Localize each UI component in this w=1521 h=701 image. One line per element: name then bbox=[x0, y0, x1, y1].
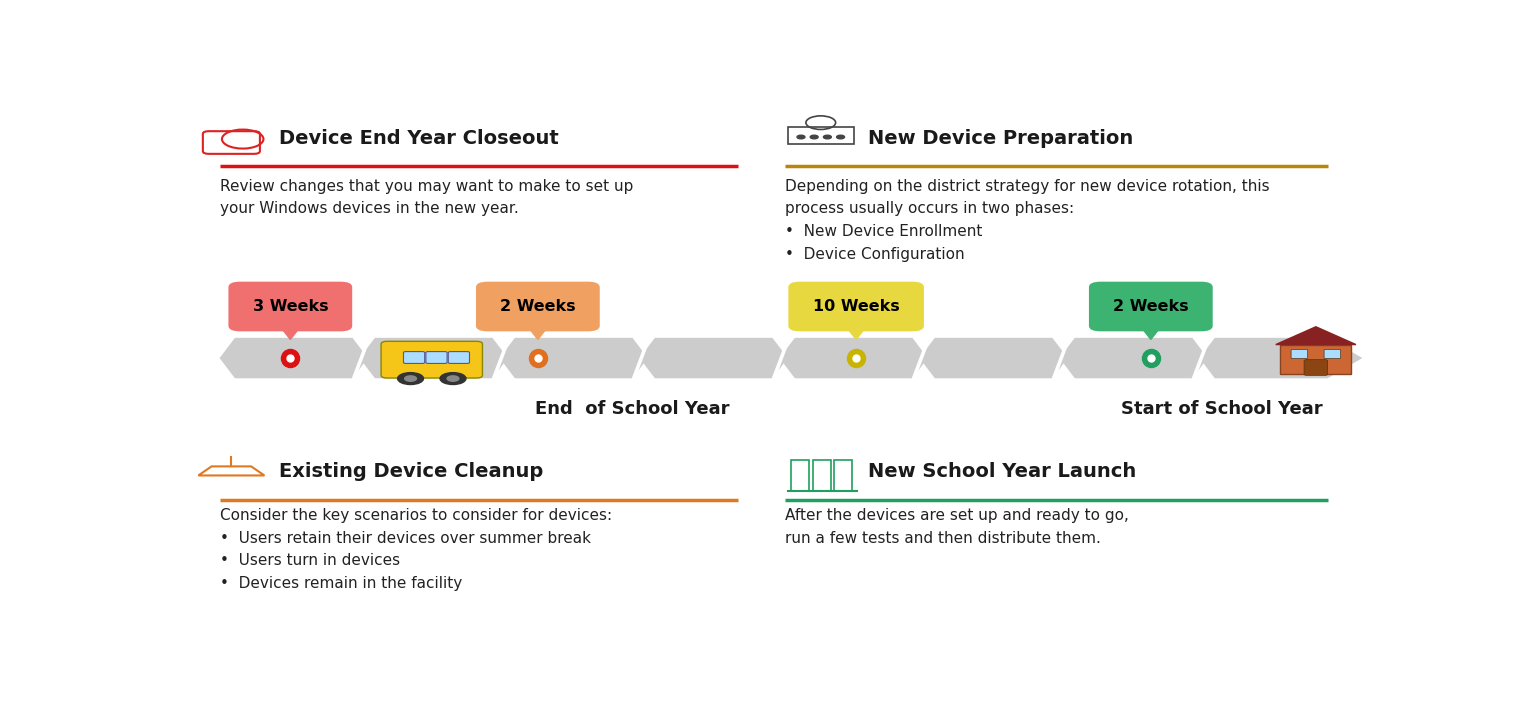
FancyBboxPatch shape bbox=[228, 282, 353, 332]
Circle shape bbox=[823, 135, 832, 139]
FancyBboxPatch shape bbox=[476, 282, 599, 332]
Text: Start of School Year: Start of School Year bbox=[1121, 400, 1322, 418]
Text: New School Year Launch: New School Year Launch bbox=[868, 462, 1136, 481]
Text: New Device Preparation: New Device Preparation bbox=[868, 128, 1133, 148]
Circle shape bbox=[405, 376, 417, 381]
Polygon shape bbox=[359, 338, 508, 379]
Polygon shape bbox=[1141, 326, 1162, 339]
Circle shape bbox=[811, 135, 818, 139]
Text: 3 Weeks: 3 Weeks bbox=[252, 299, 329, 314]
Polygon shape bbox=[639, 338, 788, 379]
Text: Review changes that you may want to make to set up
your Windows devices in the n: Review changes that you may want to make… bbox=[219, 179, 633, 217]
Polygon shape bbox=[528, 326, 549, 339]
Polygon shape bbox=[499, 338, 648, 379]
Polygon shape bbox=[913, 338, 931, 379]
FancyBboxPatch shape bbox=[1303, 360, 1328, 375]
Polygon shape bbox=[1276, 327, 1355, 345]
Polygon shape bbox=[353, 338, 370, 379]
Polygon shape bbox=[773, 338, 789, 379]
Polygon shape bbox=[1060, 338, 1208, 379]
Text: Depending on the district strategy for new device rotation, this
process usually: Depending on the district strategy for n… bbox=[785, 179, 1270, 262]
Polygon shape bbox=[846, 326, 867, 339]
Circle shape bbox=[447, 376, 459, 381]
FancyBboxPatch shape bbox=[1281, 345, 1351, 374]
Text: 2 Weeks: 2 Weeks bbox=[500, 299, 575, 314]
Text: Consider the key scenarios to consider for devices:
•  Users retain their device: Consider the key scenarios to consider f… bbox=[219, 508, 611, 591]
FancyBboxPatch shape bbox=[426, 352, 447, 363]
FancyBboxPatch shape bbox=[1089, 282, 1212, 332]
Polygon shape bbox=[280, 326, 301, 339]
Text: 10 Weeks: 10 Weeks bbox=[812, 299, 899, 314]
Polygon shape bbox=[1200, 338, 1363, 379]
Polygon shape bbox=[219, 338, 368, 379]
Circle shape bbox=[397, 373, 423, 385]
Text: Device End Year Closeout: Device End Year Closeout bbox=[278, 128, 558, 148]
FancyBboxPatch shape bbox=[1325, 349, 1340, 359]
Circle shape bbox=[440, 373, 465, 385]
FancyBboxPatch shape bbox=[403, 352, 424, 363]
Text: End  of School Year: End of School Year bbox=[535, 400, 730, 418]
Polygon shape bbox=[920, 338, 1068, 379]
FancyBboxPatch shape bbox=[788, 282, 923, 332]
FancyBboxPatch shape bbox=[449, 352, 470, 363]
Circle shape bbox=[837, 135, 844, 139]
Polygon shape bbox=[1053, 338, 1071, 379]
Text: After the devices are set up and ready to go,
run a few tests and then distribut: After the devices are set up and ready t… bbox=[785, 508, 1129, 545]
Polygon shape bbox=[633, 338, 649, 379]
Polygon shape bbox=[493, 338, 510, 379]
Polygon shape bbox=[1192, 338, 1211, 379]
FancyBboxPatch shape bbox=[382, 341, 482, 378]
Polygon shape bbox=[780, 338, 928, 379]
Circle shape bbox=[797, 135, 805, 139]
FancyBboxPatch shape bbox=[1291, 349, 1308, 359]
Text: Existing Device Cleanup: Existing Device Cleanup bbox=[278, 462, 543, 481]
Text: 2 Weeks: 2 Weeks bbox=[1113, 299, 1188, 314]
